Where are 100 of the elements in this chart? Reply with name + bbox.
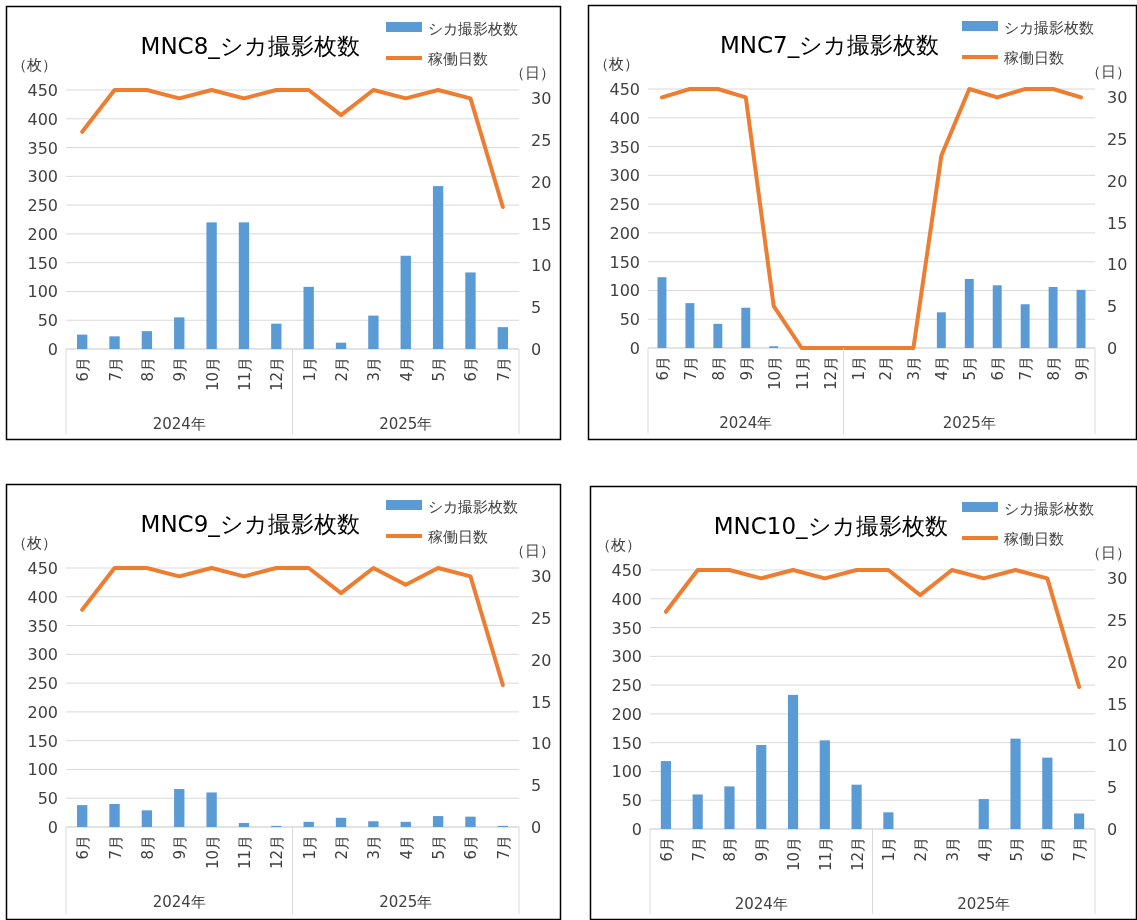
bar bbox=[657, 277, 667, 348]
y2-tick-label: 0 bbox=[531, 340, 542, 359]
y-tick-label: 350 bbox=[27, 616, 58, 636]
bar bbox=[741, 307, 751, 348]
bar bbox=[497, 327, 508, 349]
x-tick-label: 2月 bbox=[912, 837, 931, 862]
x-tick-label: 2月 bbox=[877, 356, 896, 381]
x-tick-label: 7月 bbox=[681, 356, 700, 381]
bar bbox=[883, 812, 894, 829]
chart-title: MNC7_シカ撮影枚数 bbox=[719, 32, 940, 58]
x-tick-label: 10月 bbox=[785, 837, 804, 872]
bar bbox=[174, 317, 185, 349]
x-tick-label: 3月 bbox=[365, 835, 384, 860]
y2-tick-label: 5 bbox=[531, 298, 542, 318]
y-tick-label: 0 bbox=[631, 820, 642, 839]
y-tick-label: 300 bbox=[609, 166, 640, 186]
bar bbox=[174, 789, 185, 827]
y-tick-label: 350 bbox=[611, 618, 642, 638]
bar bbox=[238, 822, 250, 827]
y-tick-label: 400 bbox=[27, 587, 58, 607]
y-tick-label: 300 bbox=[611, 647, 642, 667]
y2-tick-label: 30 bbox=[531, 567, 552, 587]
text: 2025年 bbox=[379, 415, 433, 433]
y2-tick-label: 15 bbox=[1107, 213, 1128, 233]
y2-tick-label: 0 bbox=[1107, 339, 1118, 358]
y-tick-label: 350 bbox=[609, 137, 640, 157]
x-tick-label: 5月 bbox=[961, 356, 980, 381]
x-tick-label: 1月 bbox=[849, 356, 868, 381]
x-tick-label: 4月 bbox=[397, 835, 416, 860]
bar bbox=[756, 744, 767, 829]
x-tick-label: 11月 bbox=[235, 835, 254, 870]
x-tick-label: 11月 bbox=[235, 357, 254, 392]
y-axis-title: （枚） bbox=[594, 55, 639, 73]
bar bbox=[1020, 304, 1030, 348]
y2-tick-label: 5 bbox=[531, 776, 542, 796]
y2-axis-title: （日） bbox=[510, 542, 555, 560]
legend-label: シカ撮影枚数 bbox=[1004, 19, 1094, 37]
legend-label: 稼働日数 bbox=[428, 50, 488, 68]
x-tick-label: 11月 bbox=[793, 356, 812, 391]
x-tick-label: 6月 bbox=[653, 356, 672, 381]
x-tick-label: 9月 bbox=[753, 837, 772, 862]
x-tick-label: 6月 bbox=[74, 357, 93, 382]
legend-label: 稼働日数 bbox=[1004, 49, 1064, 67]
x-tick-label: 6月 bbox=[462, 357, 481, 382]
text: 2024年 bbox=[719, 414, 773, 432]
x-tick-label: 11月 bbox=[816, 837, 835, 872]
bar bbox=[141, 810, 153, 827]
text: 2025年 bbox=[379, 893, 433, 911]
x-tick-label: 6月 bbox=[1039, 837, 1058, 862]
y2-tick-label: 20 bbox=[1107, 171, 1128, 191]
x-tick-label: 4月 bbox=[933, 356, 952, 381]
chart-title: MNC10_シカ撮影枚数 bbox=[713, 513, 948, 539]
y-tick-label: 150 bbox=[609, 252, 640, 272]
bar bbox=[692, 794, 703, 829]
x-tick-label: 12月 bbox=[268, 357, 287, 392]
bar bbox=[368, 821, 379, 827]
y2-tick-label: 20 bbox=[531, 172, 552, 192]
y-tick-label: 450 bbox=[27, 559, 58, 578]
x-tick-label: 5月 bbox=[1007, 837, 1026, 862]
x-tick-label: 5月 bbox=[430, 835, 449, 860]
y-tick-label: 450 bbox=[609, 80, 640, 99]
bar bbox=[368, 315, 379, 349]
x-tick-label: 8月 bbox=[1045, 356, 1064, 381]
bar bbox=[978, 799, 989, 829]
y-tick-label: 250 bbox=[27, 196, 58, 216]
bar bbox=[77, 805, 88, 827]
x-tick-label: 12月 bbox=[821, 356, 840, 391]
bar bbox=[206, 222, 217, 349]
y-tick-label: 400 bbox=[27, 109, 58, 129]
x-tick-label: 9月 bbox=[171, 357, 190, 382]
text: 2025年 bbox=[957, 895, 1011, 913]
y2-tick-label: 5 bbox=[1107, 778, 1118, 798]
bar bbox=[465, 816, 476, 827]
text: 2024年 bbox=[152, 415, 206, 433]
legend-label: シカ撮影枚数 bbox=[1004, 500, 1094, 518]
y-tick-label: 300 bbox=[27, 645, 58, 665]
y2-tick-label: 10 bbox=[531, 734, 552, 754]
x-tick-label: 8月 bbox=[721, 837, 740, 862]
x-tick-label: 7月 bbox=[1071, 837, 1090, 862]
y-tick-label: 200 bbox=[609, 223, 640, 243]
y2-tick-label: 15 bbox=[531, 214, 552, 234]
y-tick-label: 100 bbox=[27, 760, 58, 780]
x-tick-label: 6月 bbox=[74, 835, 93, 860]
bar bbox=[724, 786, 735, 829]
x-tick-label: 4月 bbox=[397, 357, 416, 382]
bar bbox=[141, 331, 153, 349]
x-tick-label: 10月 bbox=[765, 356, 784, 391]
bar bbox=[713, 323, 723, 348]
bar bbox=[432, 186, 444, 349]
bar bbox=[851, 784, 862, 829]
bar bbox=[77, 334, 88, 349]
y2-tick-label: 25 bbox=[531, 131, 552, 151]
x-tick-label: 3月 bbox=[365, 357, 384, 382]
y-tick-label: 200 bbox=[611, 704, 642, 724]
x-tick-label: 6月 bbox=[989, 356, 1008, 381]
x-tick-label: 3月 bbox=[905, 356, 924, 381]
bar bbox=[335, 342, 347, 349]
y-tick-label: 0 bbox=[629, 339, 640, 358]
y-tick-label: 250 bbox=[609, 195, 640, 215]
bar bbox=[271, 323, 282, 349]
